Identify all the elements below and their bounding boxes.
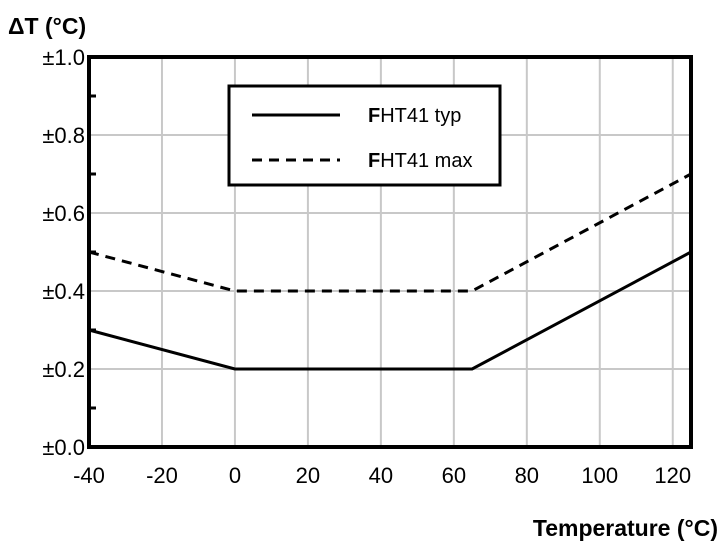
x-tick-label: -40 xyxy=(73,463,105,488)
x-axis-title: Temperature (°C) xyxy=(533,515,718,541)
x-tick-label: 40 xyxy=(369,463,393,488)
y-tick-label: ±0.2 xyxy=(42,357,85,382)
y-tick-label: ±0.8 xyxy=(42,123,85,148)
x-tick-label: 20 xyxy=(296,463,320,488)
legend-label-typ-rest: HT41 typ xyxy=(380,105,461,127)
legend: FHT41 typ FHT41 max xyxy=(227,84,502,187)
y-axis-title: ΔT (°C) xyxy=(8,13,86,39)
y-tick-label: ±1.0 xyxy=(42,45,85,70)
x-tick-label: 80 xyxy=(515,463,539,488)
series-line-typ xyxy=(88,250,692,371)
series-layer xyxy=(88,172,692,371)
y-tick-label: ±0.6 xyxy=(42,201,85,226)
y-tick-label: ±0.0 xyxy=(42,435,85,460)
legend-label-max-rest: HT41 max xyxy=(380,150,472,172)
x-tick-labels: -40 -20 0 20 40 60 80 100 120 xyxy=(73,463,691,488)
x-tick-label: 100 xyxy=(581,463,618,488)
legend-box xyxy=(227,84,502,187)
y-tick-labels: ±0.0 ±0.2 ±0.4 ±0.6 ±0.8 ±1.0 xyxy=(42,45,85,460)
legend-label-typ-prefix: F xyxy=(368,105,380,127)
x-tick-label: 60 xyxy=(442,463,466,488)
legend-label-typ: FHT41 typ xyxy=(368,105,461,127)
x-tick-label: 0 xyxy=(229,463,241,488)
legend-label-max: FHT41 max xyxy=(368,150,472,172)
x-tick-label: 120 xyxy=(654,463,691,488)
y-tick-label: ±0.4 xyxy=(42,279,85,304)
x-tick-label: -20 xyxy=(146,463,178,488)
y-minor-ticks xyxy=(89,94,96,410)
series-line-max xyxy=(88,172,692,293)
legend-label-max-prefix: F xyxy=(368,150,380,172)
